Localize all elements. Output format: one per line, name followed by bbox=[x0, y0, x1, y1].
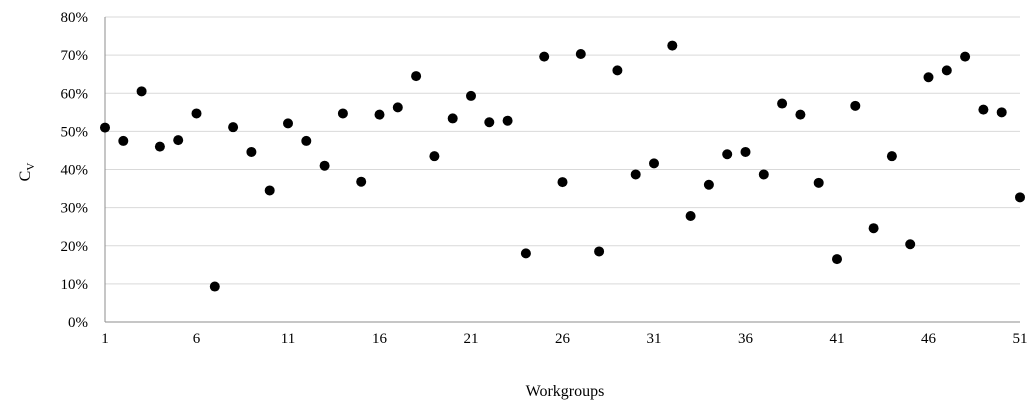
gridlines bbox=[105, 16, 1020, 285]
data-point bbox=[978, 104, 989, 115]
data-point bbox=[502, 115, 513, 126]
x-tick-label: 16 bbox=[372, 331, 388, 347]
x-tick-label: 36 bbox=[738, 331, 754, 347]
data-point bbox=[777, 98, 788, 109]
data-point bbox=[100, 122, 110, 133]
data-point bbox=[411, 71, 422, 82]
data-point bbox=[191, 108, 202, 119]
data-point bbox=[283, 118, 293, 129]
data-point bbox=[685, 211, 696, 222]
data-point bbox=[1015, 192, 1025, 203]
y-tick-label: 70% bbox=[61, 48, 89, 64]
data-point bbox=[612, 65, 623, 76]
data-point bbox=[374, 109, 385, 120]
data-point bbox=[246, 146, 257, 157]
data-point bbox=[923, 72, 934, 83]
data-point bbox=[228, 122, 239, 133]
x-tick-label: 21 bbox=[464, 331, 479, 347]
data-point bbox=[722, 149, 733, 160]
x-tick-label: 6 bbox=[193, 331, 201, 347]
y-tick-label: 0% bbox=[68, 315, 88, 331]
data-point bbox=[209, 281, 220, 292]
data-point bbox=[118, 135, 129, 146]
y-tick-label: 20% bbox=[61, 239, 89, 255]
x-tick-label: 31 bbox=[647, 331, 662, 347]
data-point bbox=[941, 65, 952, 76]
data-point bbox=[154, 141, 165, 152]
x-tick-label: 1 bbox=[101, 331, 109, 347]
x-tick-labels: 1 6 11 16 21 26 31 36 41 46 51 bbox=[101, 331, 1027, 347]
y-tick-label: 30% bbox=[61, 201, 89, 217]
y-tick-label: 40% bbox=[61, 163, 89, 179]
y-tick-label: 60% bbox=[61, 86, 89, 102]
data-point bbox=[630, 169, 641, 180]
data-point bbox=[740, 146, 751, 157]
y-tick-label: 80% bbox=[61, 10, 89, 26]
data-point bbox=[813, 177, 824, 188]
data-point bbox=[466, 90, 476, 101]
data-point bbox=[264, 185, 275, 196]
x-tick-label: 26 bbox=[555, 331, 571, 347]
data-point bbox=[850, 100, 861, 111]
data-points bbox=[100, 40, 1025, 292]
data-point bbox=[594, 246, 605, 257]
data-point bbox=[795, 109, 806, 120]
y-tick-label: 10% bbox=[61, 277, 89, 293]
data-point bbox=[392, 102, 403, 113]
data-point bbox=[905, 239, 916, 250]
x-tick-label: 41 bbox=[830, 331, 845, 347]
data-point bbox=[575, 48, 586, 59]
data-point bbox=[484, 117, 495, 128]
data-point bbox=[996, 107, 1007, 118]
y-axis-title-subscript: V bbox=[25, 163, 37, 171]
data-point bbox=[173, 135, 184, 146]
data-point bbox=[868, 223, 879, 234]
data-point bbox=[703, 179, 714, 190]
data-point bbox=[758, 169, 769, 180]
data-point bbox=[520, 248, 531, 259]
y-tick-label: 50% bbox=[61, 124, 89, 140]
data-point bbox=[667, 40, 678, 51]
data-point bbox=[960, 51, 971, 62]
data-point bbox=[319, 160, 330, 171]
data-point bbox=[539, 51, 550, 62]
data-point bbox=[136, 86, 147, 97]
data-point bbox=[447, 113, 458, 124]
data-point bbox=[337, 108, 348, 119]
data-point bbox=[301, 135, 312, 146]
x-tick-label: 51 bbox=[1013, 331, 1028, 347]
y-axis-title: CV bbox=[17, 163, 37, 182]
y-tick-labels: 0% 10% 20% 30% 40% 50% 60% 70% 80% bbox=[61, 10, 89, 331]
x-tick-label: 11 bbox=[281, 331, 295, 347]
axes bbox=[104, 17, 1020, 323]
x-tick-label: 46 bbox=[921, 331, 937, 347]
data-point bbox=[649, 158, 659, 169]
x-axis-title: Workgroups bbox=[526, 383, 605, 400]
data-point bbox=[832, 254, 842, 265]
y-axis-title-main: C bbox=[17, 171, 34, 182]
data-point bbox=[356, 176, 367, 187]
data-point bbox=[429, 151, 440, 162]
data-point bbox=[557, 177, 568, 188]
data-point bbox=[886, 151, 897, 162]
